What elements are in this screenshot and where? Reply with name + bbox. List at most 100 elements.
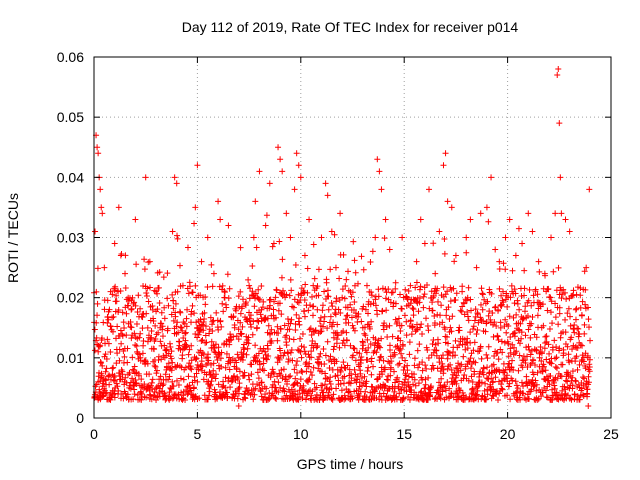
data-point — [459, 283, 466, 290]
data-point — [258, 283, 265, 290]
data-point — [127, 385, 134, 392]
data-point — [119, 332, 126, 339]
data-point — [232, 307, 239, 314]
data-point — [330, 346, 337, 353]
data-point — [498, 338, 505, 345]
data-point — [417, 283, 424, 290]
data-point — [547, 373, 554, 380]
data-point — [183, 343, 190, 350]
data-point — [581, 375, 588, 382]
data-point — [308, 396, 315, 403]
data-point — [194, 378, 201, 385]
data-point — [568, 396, 575, 403]
data-point — [560, 350, 567, 357]
data-point — [584, 352, 591, 359]
data-point — [309, 337, 316, 344]
data-point — [278, 367, 285, 374]
data-point — [128, 335, 135, 342]
data-point — [307, 369, 314, 376]
data-point — [452, 252, 459, 259]
data-point — [285, 374, 292, 381]
x-axis-title: GPS time / hours — [297, 456, 404, 472]
data-point — [362, 306, 369, 313]
y-tick-label: 0.06 — [57, 49, 84, 65]
data-point — [237, 310, 244, 317]
data-point — [134, 308, 141, 315]
data-point — [434, 311, 441, 318]
data-point — [403, 372, 410, 379]
data-point — [139, 314, 146, 321]
data-point — [140, 282, 147, 289]
data-point — [405, 383, 412, 390]
data-point — [458, 308, 465, 315]
data-point — [535, 258, 542, 265]
data-point — [540, 322, 547, 329]
data-point — [111, 372, 118, 379]
data-point — [230, 313, 237, 320]
data-point — [206, 392, 213, 399]
data-point — [441, 382, 448, 389]
data-point — [562, 329, 569, 336]
data-point — [304, 289, 311, 296]
data-point — [139, 325, 146, 332]
data-point — [182, 396, 189, 403]
data-point — [536, 354, 543, 361]
data-point — [441, 383, 448, 390]
data-point — [204, 234, 211, 241]
data-point — [248, 323, 255, 330]
data-point — [471, 371, 478, 378]
data-point — [140, 338, 147, 345]
data-point — [341, 342, 348, 349]
data-point — [299, 330, 306, 337]
data-point — [138, 376, 145, 383]
data-point — [234, 395, 241, 402]
data-point — [175, 329, 182, 336]
data-point — [467, 355, 474, 362]
data-point — [496, 390, 503, 397]
data-point — [411, 376, 418, 383]
data-point — [152, 322, 159, 329]
data-point — [318, 368, 325, 375]
data-point — [536, 268, 543, 275]
data-point — [533, 334, 540, 341]
data-point — [97, 186, 104, 193]
data-point — [453, 290, 460, 297]
data-point — [299, 395, 306, 402]
data-point — [376, 168, 383, 175]
data-point — [199, 337, 206, 344]
data-point — [485, 218, 492, 225]
data-point — [394, 374, 401, 381]
data-point — [441, 250, 448, 257]
data-point — [246, 317, 253, 324]
data-point — [153, 288, 160, 295]
data-point — [548, 234, 555, 241]
data-point — [564, 310, 571, 317]
data-point — [527, 351, 534, 358]
data-point — [309, 372, 316, 379]
data-point — [349, 289, 356, 296]
data-point — [217, 355, 224, 362]
data-point — [150, 317, 157, 324]
data-point — [444, 365, 451, 372]
data-point — [341, 295, 348, 302]
data-point — [480, 365, 487, 372]
data-point — [558, 295, 565, 302]
data-point — [359, 345, 366, 352]
data-point — [288, 287, 295, 294]
data-point — [254, 369, 261, 376]
data-point — [514, 300, 521, 307]
data-point — [110, 313, 117, 320]
data-point — [321, 318, 328, 325]
data-point — [488, 174, 495, 181]
data-point — [202, 332, 209, 339]
data-point — [226, 366, 233, 373]
data-point — [115, 387, 122, 394]
x-tick-label: 25 — [603, 426, 619, 442]
data-point — [234, 376, 241, 383]
data-point — [262, 222, 269, 229]
data-point — [132, 302, 139, 309]
data-point — [117, 252, 124, 259]
data-point — [301, 308, 308, 315]
data-point — [537, 343, 544, 350]
data-point — [586, 368, 593, 375]
